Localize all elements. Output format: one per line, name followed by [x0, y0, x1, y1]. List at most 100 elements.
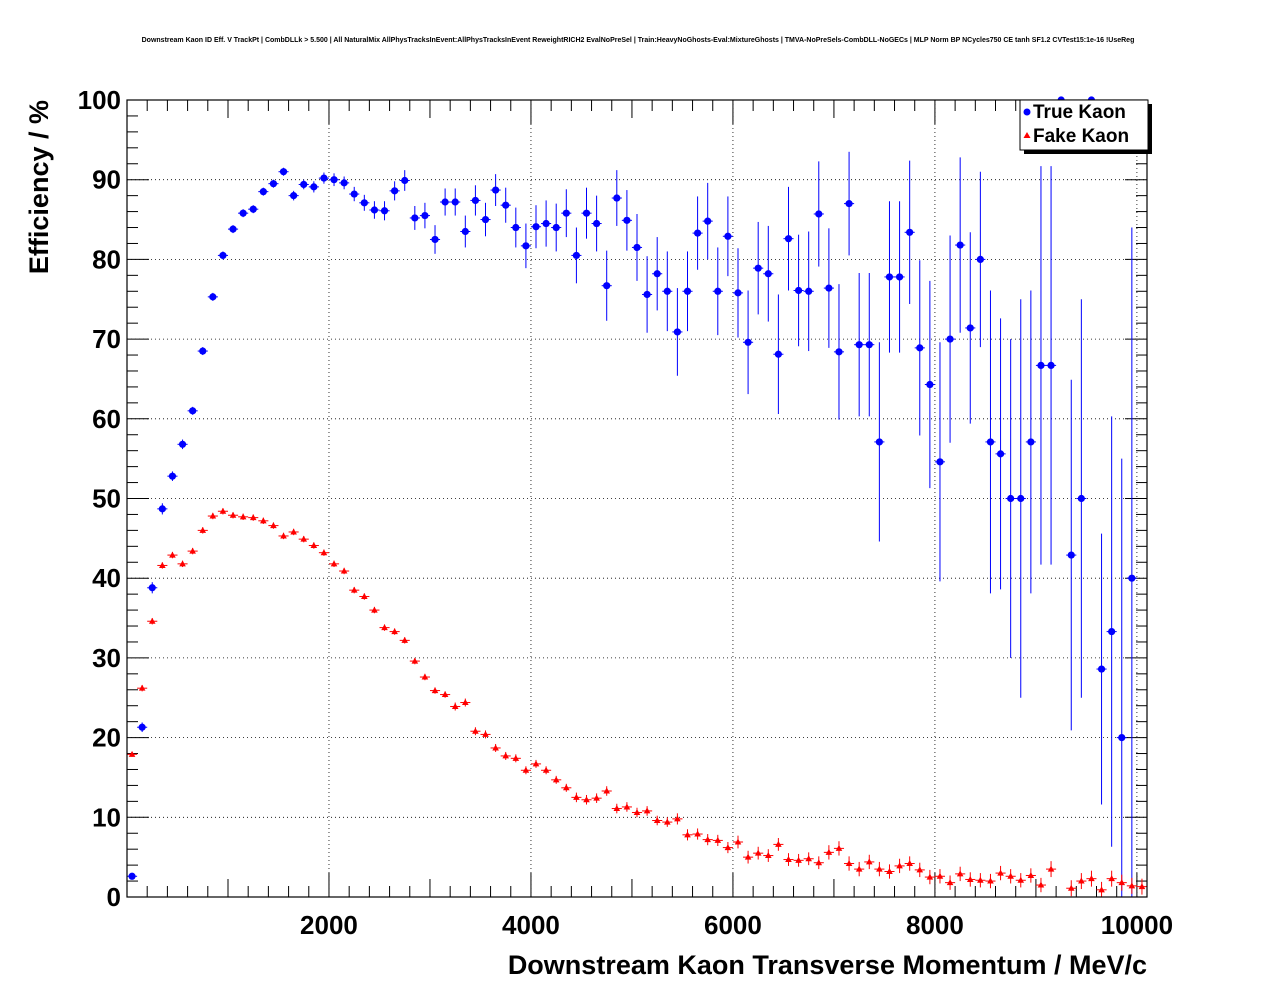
legend-fake-kaon-label: Fake Kaon	[1033, 126, 1129, 147]
data-point	[573, 793, 580, 800]
data-point	[744, 853, 752, 860]
data-point	[249, 205, 257, 213]
data-point	[421, 211, 429, 220]
data-point	[532, 760, 540, 767]
data-point	[300, 535, 308, 542]
data-point	[673, 328, 681, 336]
data-point	[178, 440, 187, 448]
data-point	[1138, 883, 1146, 890]
data-point	[350, 586, 358, 593]
data-point	[623, 803, 631, 810]
legend-true-kaon-marker	[1023, 108, 1031, 116]
data-point	[946, 879, 954, 886]
data-point	[794, 286, 803, 295]
data-point	[148, 584, 156, 592]
data-point	[855, 865, 863, 872]
x-tick-label: 10000	[1101, 910, 1173, 940]
data-point	[502, 752, 510, 759]
data-point	[320, 174, 328, 182]
data-point	[966, 875, 974, 882]
data-point	[744, 338, 752, 346]
data-point	[996, 450, 1005, 458]
data-point	[158, 505, 166, 513]
data-point	[603, 282, 611, 290]
data-point	[1128, 882, 1136, 889]
data-point	[260, 517, 267, 524]
data-point	[168, 472, 177, 480]
data-point	[1037, 881, 1045, 888]
data-point	[572, 251, 581, 260]
x-tick-labels: 2000 4000 6000 8000 10000	[300, 910, 1173, 940]
data-point	[310, 542, 318, 549]
data-point	[926, 380, 934, 389]
data-point	[270, 522, 277, 529]
data-point	[552, 223, 560, 232]
data-point	[462, 699, 469, 706]
legend-true-kaon-label: True Kaon	[1033, 102, 1126, 123]
data-point	[229, 225, 237, 233]
data-point	[330, 176, 338, 184]
data-point	[128, 750, 136, 757]
data-point	[987, 877, 994, 884]
data-point	[209, 293, 217, 301]
data-point	[775, 840, 782, 847]
data-point	[522, 766, 530, 773]
data-point	[259, 188, 267, 196]
data-point	[391, 628, 398, 635]
data-point	[633, 243, 641, 252]
chart-title: Downstream Kaon ID Eff. V TrackPt | Comb…	[142, 37, 1135, 44]
data-point	[653, 270, 661, 278]
data-point	[956, 241, 964, 249]
data-point	[361, 593, 368, 600]
data-point	[1007, 872, 1014, 879]
data-point	[966, 324, 974, 332]
data-point	[623, 216, 631, 224]
x-tick-label: 6000	[704, 910, 762, 940]
data-point	[401, 636, 409, 643]
data-point	[492, 744, 499, 751]
data-point	[360, 199, 368, 207]
data-point	[1027, 871, 1035, 878]
series-true-kaon	[127, 96, 1137, 897]
data-point	[674, 815, 681, 822]
data-point	[391, 187, 399, 195]
x-tick-label: 4000	[502, 910, 560, 940]
data-point	[1098, 886, 1105, 893]
data-point	[926, 873, 934, 880]
data-point	[239, 209, 247, 217]
y-tick-label: 90	[92, 165, 121, 195]
data-point	[845, 200, 853, 208]
data-point	[169, 551, 176, 558]
data-point	[593, 219, 601, 228]
data-point	[986, 438, 995, 446]
data-point	[1027, 438, 1035, 446]
data-point	[209, 512, 217, 519]
data-point	[1097, 665, 1106, 673]
data-point	[290, 192, 298, 200]
data-point	[441, 198, 449, 206]
plot-frame	[126, 99, 1148, 898]
data-point	[896, 862, 903, 869]
data-point	[997, 869, 1004, 876]
data-point	[603, 787, 611, 794]
data-point	[906, 228, 914, 236]
data-point	[179, 560, 186, 567]
data-point	[1037, 361, 1045, 370]
data-point	[663, 287, 671, 295]
data-point	[805, 855, 812, 862]
data-point	[643, 290, 651, 299]
data-point	[512, 754, 520, 761]
x-tick-label: 8000	[906, 910, 964, 940]
data-point	[189, 547, 196, 554]
data-point	[512, 223, 520, 232]
data-point	[815, 859, 823, 866]
data-point	[1077, 494, 1085, 503]
data-point	[754, 264, 762, 272]
data-markers	[127, 96, 1147, 897]
data-point	[562, 209, 570, 217]
data-point	[785, 856, 792, 863]
data-point	[219, 507, 227, 514]
data-point	[825, 848, 833, 855]
